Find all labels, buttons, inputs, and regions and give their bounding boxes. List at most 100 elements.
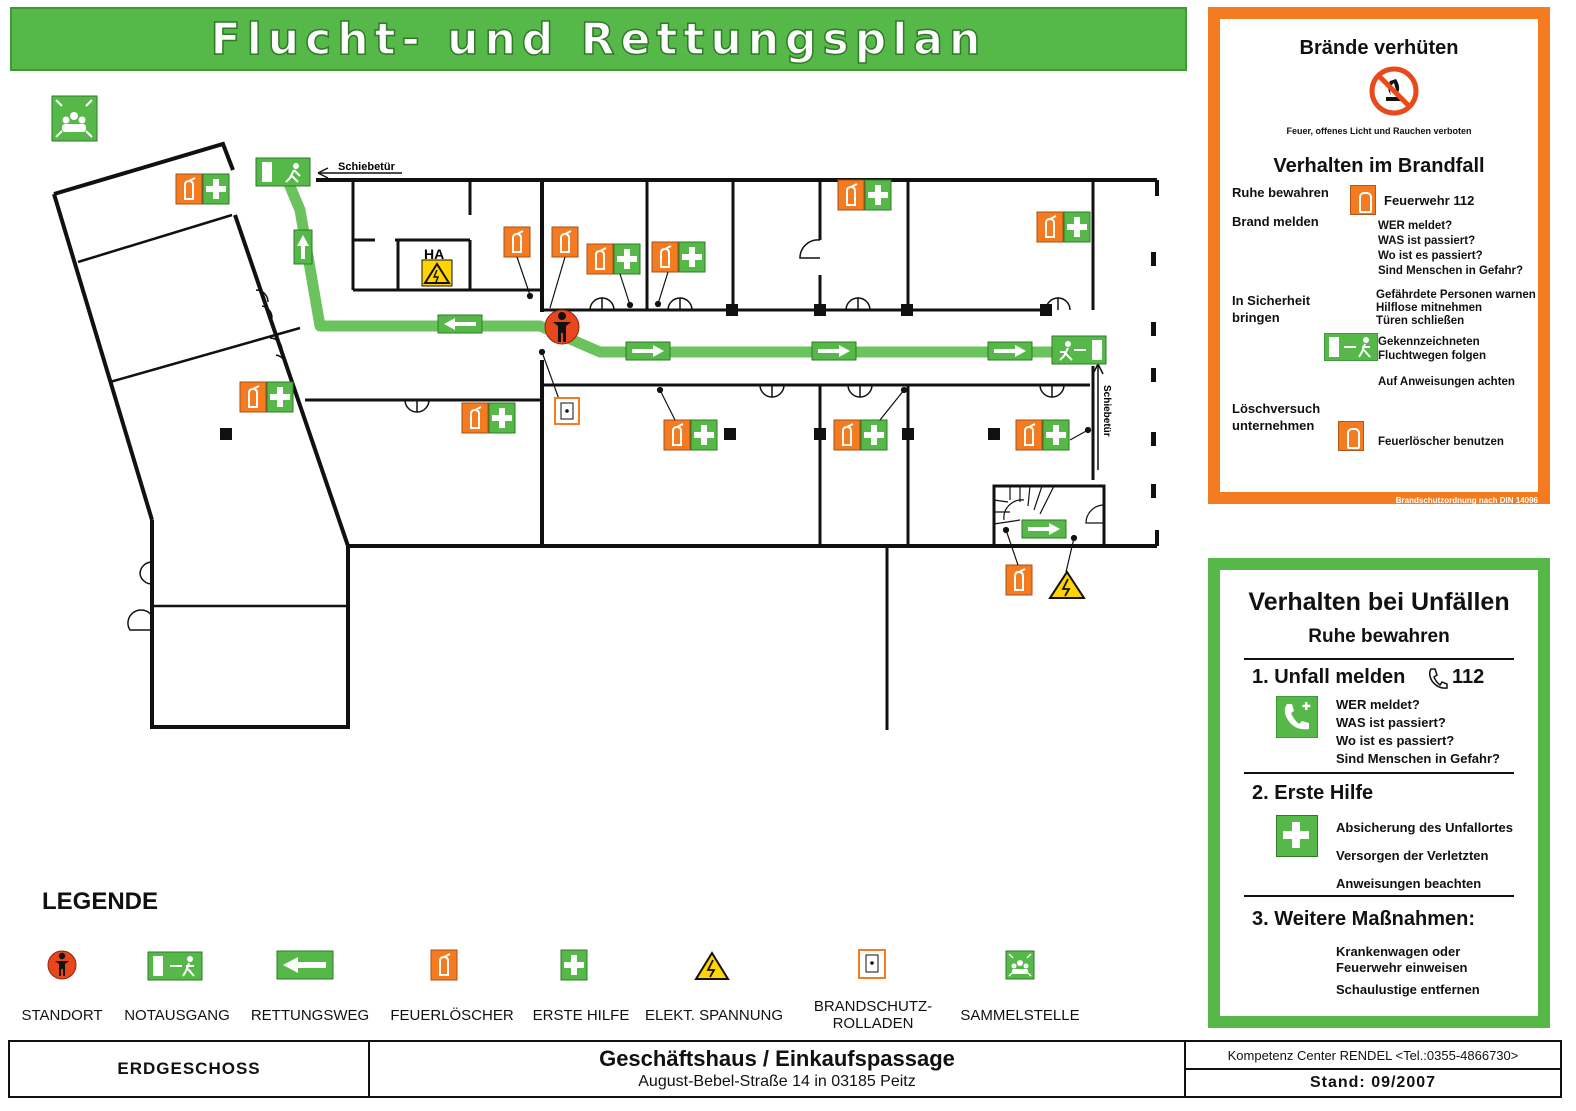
legend-label-standort: STANDORT bbox=[21, 1007, 103, 1024]
safety-item: Hilflose mitnehmen bbox=[1376, 302, 1483, 314]
legend-electrical-icon bbox=[694, 951, 730, 980]
legend-emergency-exit-icon bbox=[147, 951, 203, 981]
fire-behavior-heading: Verhalten im Brandfall bbox=[1273, 155, 1485, 177]
extinguisher-firstaid-3 bbox=[461, 402, 516, 434]
extinguisher-firstaid-9 bbox=[833, 419, 888, 451]
fire-dept-number: Feuerwehr 112 bbox=[1384, 193, 1475, 208]
step1-items: WER meldet? WAS ist passiert? Wo ist es … bbox=[1336, 696, 1500, 768]
corridor-pillars-north bbox=[726, 304, 1052, 316]
leader-lines bbox=[516, 256, 1092, 573]
legend-icons bbox=[47, 949, 1035, 981]
floor-plan: Schiebetür Schiebetür bbox=[47, 95, 1159, 981]
title-banner: Flucht- und Rettungsplan bbox=[10, 7, 1187, 71]
report-question: Wo ist es passiert? bbox=[1378, 250, 1483, 262]
sliding-door-top-label: Schiebetür bbox=[338, 161, 396, 173]
report-question: Sind Menschen in Gefahr? bbox=[1378, 265, 1524, 277]
north-doors bbox=[589, 239, 1071, 311]
you-are-here-marker bbox=[544, 309, 580, 345]
step1-item: Sind Menschen in Gefahr? bbox=[1336, 751, 1500, 766]
escape-sign-icon bbox=[1324, 333, 1378, 361]
extinguisher-single-3 bbox=[1005, 564, 1033, 596]
accident-subheading: Ruhe bewahren bbox=[1308, 626, 1450, 647]
escape-item: Gekennzeichneten bbox=[1378, 336, 1480, 348]
company-info: Kompetenz Center RENDEL <Tel.:0355-48667… bbox=[1186, 1042, 1560, 1070]
safety-label-line: In Sicherheit bbox=[1232, 293, 1311, 308]
step2-item: Anweisungen beachten bbox=[1336, 876, 1482, 891]
route-arrow-right-3 bbox=[987, 341, 1033, 361]
sliding-door-right: Schiebetür bbox=[1092, 363, 1112, 470]
legend-fire-shutter-icon bbox=[858, 949, 886, 979]
legend-label-fire-shutter-line1: BRANDSCHUTZ- bbox=[813, 998, 933, 1015]
extinguisher-firstaid-10 bbox=[1015, 419, 1070, 451]
corridor-pillars-south bbox=[220, 428, 1000, 440]
step1-number: 112 bbox=[1452, 666, 1485, 688]
extinguish-label: Löschversuch unternehmen bbox=[1232, 400, 1320, 434]
plan-title: Flucht- und Rettungsplan bbox=[210, 13, 987, 66]
extinguisher-firstaid-5 bbox=[651, 241, 706, 273]
legend-label-fire-shutter-line2: ROLLADEN bbox=[832, 1015, 914, 1032]
legend-first-aid-icon bbox=[560, 949, 588, 981]
no-open-fire-icon bbox=[1369, 66, 1419, 116]
route-arrow-right-2 bbox=[811, 341, 857, 361]
step3-items: Krankenwagen oder Feuerwehr einweisen Sc… bbox=[1336, 944, 1480, 998]
step1-item: WER meldet? bbox=[1336, 697, 1420, 712]
assembly-point-icon bbox=[51, 95, 98, 142]
route-arrow-stair bbox=[1021, 519, 1067, 539]
step2-items: Absicherung des Unfallortes Versorgen de… bbox=[1336, 814, 1513, 898]
stair-steps bbox=[993, 485, 1105, 525]
use-extinguisher: Feuerlöscher benutzen bbox=[1378, 436, 1504, 448]
legend-label-fire-shutter: BRANDSCHUTZ- ROLLADEN bbox=[798, 998, 948, 1032]
divider bbox=[1244, 658, 1514, 660]
report-questions: WER meldet? WAS ist passiert? Wo ist es … bbox=[1378, 219, 1523, 279]
report-question: WAS ist passiert? bbox=[1378, 235, 1476, 247]
legend-label-assembly-point: SAMMELSTELLE bbox=[960, 1007, 1080, 1024]
route-arrow-up bbox=[293, 229, 313, 265]
emergency-exit-north bbox=[255, 157, 311, 187]
fire-shutter-icon bbox=[554, 397, 580, 425]
no-fire-caption: Feuer, offenes Licht und Rauchen verbote… bbox=[1286, 126, 1472, 136]
right-wall-dashes bbox=[1151, 252, 1156, 498]
main-distribution-warning: HA bbox=[421, 246, 453, 287]
emergency-exit-east bbox=[1051, 335, 1107, 365]
extinguisher-firstaid-7 bbox=[1036, 211, 1091, 243]
step3-item: Feuerwehr einweisen bbox=[1336, 960, 1468, 975]
fire-prevention-heading: Brände verhüten bbox=[1299, 37, 1459, 59]
extinguisher-single-2 bbox=[551, 226, 579, 258]
legend-label-extinguisher: FEUERLÖSCHER bbox=[390, 1007, 514, 1024]
footer-table: ERDGESCHOSS Geschäftshaus / Einkaufspass… bbox=[8, 1040, 1562, 1098]
west-wing-walls bbox=[52, 141, 350, 729]
footer-floor-cell: ERDGESCHOSS bbox=[10, 1042, 370, 1096]
legend-label-emergency-exit: NOTAUSGANG bbox=[124, 1007, 230, 1024]
emergency-phone-icon bbox=[1276, 696, 1318, 738]
south-room-walls bbox=[305, 360, 1106, 730]
sliding-door-top: Schiebetür bbox=[317, 161, 402, 179]
route-arrow-left bbox=[437, 314, 483, 334]
legend-title: LEGENDE bbox=[42, 888, 159, 915]
extinguisher-firstaid-6 bbox=[837, 179, 892, 211]
extinguisher-icon bbox=[1338, 421, 1364, 451]
ha-label: HA bbox=[424, 246, 444, 262]
accident-behavior-panel: Verhalten bei Unfällen Ruhe bewahren 1. … bbox=[1208, 558, 1550, 1028]
step1-item: Wo ist es passiert? bbox=[1336, 733, 1455, 748]
legend-extinguisher-icon bbox=[430, 949, 458, 981]
building-name: Geschäftshaus / Einkaufspassage bbox=[599, 1046, 955, 1071]
step3-item: Schaulustige entfernen bbox=[1336, 982, 1480, 997]
north-room-walls bbox=[351, 180, 1095, 312]
first-aid-icon bbox=[1276, 815, 1318, 857]
stay-calm-label: Ruhe bewahren bbox=[1232, 185, 1329, 200]
divider bbox=[1244, 895, 1514, 897]
extinguish-label-line: unternehmen bbox=[1232, 418, 1315, 433]
extinguish-label-line: Löschversuch bbox=[1232, 401, 1321, 416]
phone-icon bbox=[1428, 668, 1448, 689]
extinguisher-firstaid-4 bbox=[586, 243, 641, 275]
main-building-walls bbox=[316, 178, 1159, 548]
follow-instructions: Auf Anweisungen achten bbox=[1378, 376, 1515, 388]
step1-heading: 1. Unfall melden bbox=[1252, 666, 1406, 688]
footer-building-cell: Geschäftshaus / Einkaufspassage August-B… bbox=[370, 1042, 1186, 1096]
escape-items: Gekennzeichneten Fluchtwegen folgen bbox=[1378, 335, 1486, 363]
legend-label-electrical: ELEKT. SPANNUNG bbox=[644, 1007, 784, 1024]
legend-escape-route-icon bbox=[276, 950, 334, 980]
safety-item: Türen schließen bbox=[1376, 315, 1465, 327]
legend-assembly-point-icon bbox=[1005, 950, 1035, 980]
floor-label: ERDGESCHOSS bbox=[117, 1059, 261, 1078]
